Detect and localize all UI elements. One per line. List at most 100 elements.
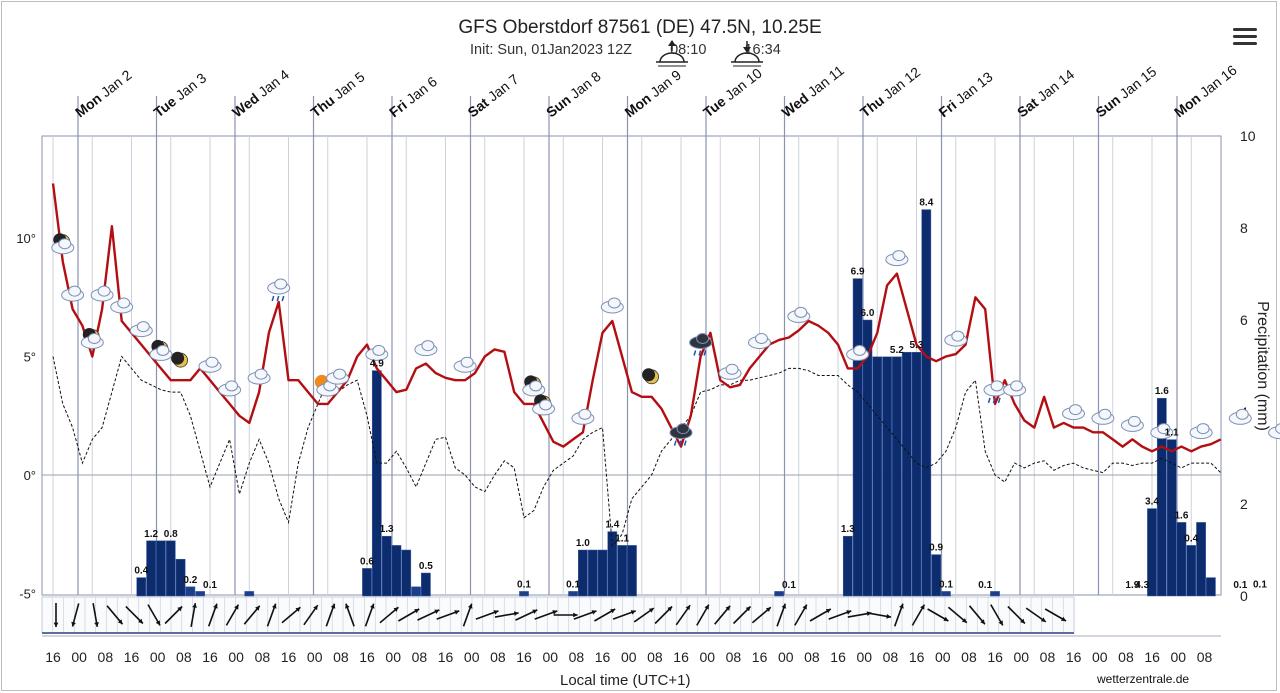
wind-strip — [41, 596, 1075, 634]
wind-arrow-head — [667, 606, 673, 612]
precip-bar — [931, 554, 941, 597]
precip-bar — [391, 545, 402, 597]
cloud-moon-icon — [51, 233, 75, 255]
cloud-icon — [846, 344, 870, 361]
precip-bar — [597, 549, 608, 597]
wind-arrow-head — [573, 612, 578, 618]
precip-bar — [165, 540, 176, 597]
precip-value-label: 0.8 — [164, 529, 178, 540]
cloud-top — [1157, 423, 1171, 435]
cloud-moon-icon — [532, 394, 556, 416]
temp-tick-label: -5° — [19, 587, 36, 602]
wind-arrow — [553, 612, 578, 618]
precip-value-label: 4.3 — [1135, 580, 1149, 591]
x-tick-label: 00 — [856, 649, 872, 665]
precip-bar — [362, 568, 372, 597]
wind-arrow-head — [886, 614, 891, 619]
x-tick-label: 16 — [202, 649, 218, 665]
precip-value-label: 1.3 — [380, 524, 394, 535]
wind-arrow-head — [434, 609, 440, 614]
precip-value-label: 0.4 — [134, 566, 148, 577]
wind-arrow — [207, 603, 218, 627]
precip-value-label: 0.1 — [203, 580, 217, 591]
cloud-rain-icon — [669, 423, 693, 446]
wind-arrow — [494, 611, 519, 618]
x-tick-label: 08 — [1197, 649, 1213, 665]
cloud-top — [136, 321, 150, 333]
x-tick-label: 16 — [516, 649, 532, 665]
precip-bar — [941, 591, 951, 597]
wind-arrow-head — [648, 608, 654, 613]
precip-bar — [1186, 545, 1197, 597]
cloud-rain-icon — [267, 278, 291, 302]
cloud-icon — [748, 333, 771, 349]
x-tick-label: 08 — [961, 649, 977, 665]
day-label: Wed Jan 4 — [229, 66, 292, 120]
cloud-icon — [944, 330, 968, 347]
precip-bar — [607, 531, 618, 597]
precip-value-label: 0.6 — [360, 556, 374, 567]
rain-drop — [698, 350, 702, 356]
wind-arrow-head — [255, 605, 260, 611]
wind-arrow-head — [370, 603, 375, 609]
cloud-icon — [1150, 423, 1174, 440]
wind-arrow-head — [71, 621, 76, 627]
precip-bar — [244, 591, 255, 597]
cloud-top — [990, 380, 1004, 392]
precip-bar — [1147, 508, 1157, 597]
wind-arrow-head — [998, 620, 1003, 626]
wind-arrow — [475, 610, 499, 620]
precip-tick-label: 2 — [1240, 496, 1248, 512]
wind-arrow — [53, 603, 59, 627]
x-tick-label: 16 — [438, 649, 454, 665]
precip-value-label: 1.6 — [1174, 510, 1188, 521]
wind-arrow — [675, 604, 691, 626]
cloud-top — [725, 363, 739, 375]
precip-bar — [862, 319, 873, 597]
cloud-top — [97, 285, 111, 297]
precip-value-label: 0.1 — [566, 579, 580, 590]
x-tick-label: 08 — [176, 649, 192, 665]
wind-arrow-head — [295, 607, 301, 612]
precip-value-label: 0.1 — [1253, 579, 1267, 590]
wind-arrow-head — [94, 622, 99, 627]
day-label: Fri Jan 13 — [935, 68, 995, 120]
wind-arrow — [106, 605, 124, 625]
wind-arrow — [893, 603, 904, 627]
x-tick-label: 08 — [1040, 649, 1056, 665]
wind-arrow-head — [454, 610, 460, 615]
wind-arrow-head — [745, 606, 751, 612]
menu-icon[interactable] — [1233, 28, 1257, 46]
moon-icon — [171, 351, 189, 368]
day-label: Thu Jan 5 — [307, 68, 367, 120]
precip-value-label: 5.3 — [910, 340, 924, 351]
precip-tick-label: 6 — [1240, 312, 1248, 328]
cloud-icon — [198, 356, 222, 373]
wind-arrow-head — [532, 609, 538, 614]
wind-arrow — [266, 603, 277, 627]
precip-bar — [1206, 577, 1216, 597]
wind-arrow-head — [943, 616, 949, 621]
precip-value-label: 1.4 — [605, 520, 619, 531]
rain-drop — [673, 440, 677, 446]
precip-bar — [1156, 397, 1167, 597]
wind-arrow — [612, 610, 636, 620]
precip-tick-label: 8 — [1240, 220, 1248, 236]
cloud-top — [1098, 408, 1112, 420]
wind-arrow-head — [846, 610, 852, 615]
wind-arrow-head — [53, 622, 59, 627]
cloud-icon — [1062, 404, 1085, 421]
wind-arrow — [867, 612, 892, 619]
precip-bar — [136, 577, 147, 597]
wind-arrow-head — [330, 603, 336, 609]
wind-arrow — [436, 610, 460, 620]
precip-bar — [371, 370, 382, 597]
wind-arrow — [345, 603, 355, 627]
cloud-icon — [571, 408, 595, 425]
cloud-icon — [600, 297, 624, 314]
cloud-top — [951, 330, 965, 342]
x-tick-label: 00 — [935, 649, 951, 665]
precip-bar — [1196, 522, 1206, 597]
precip-value-label: 1.3 — [841, 524, 855, 535]
x-tick-label: 16 — [830, 649, 846, 665]
